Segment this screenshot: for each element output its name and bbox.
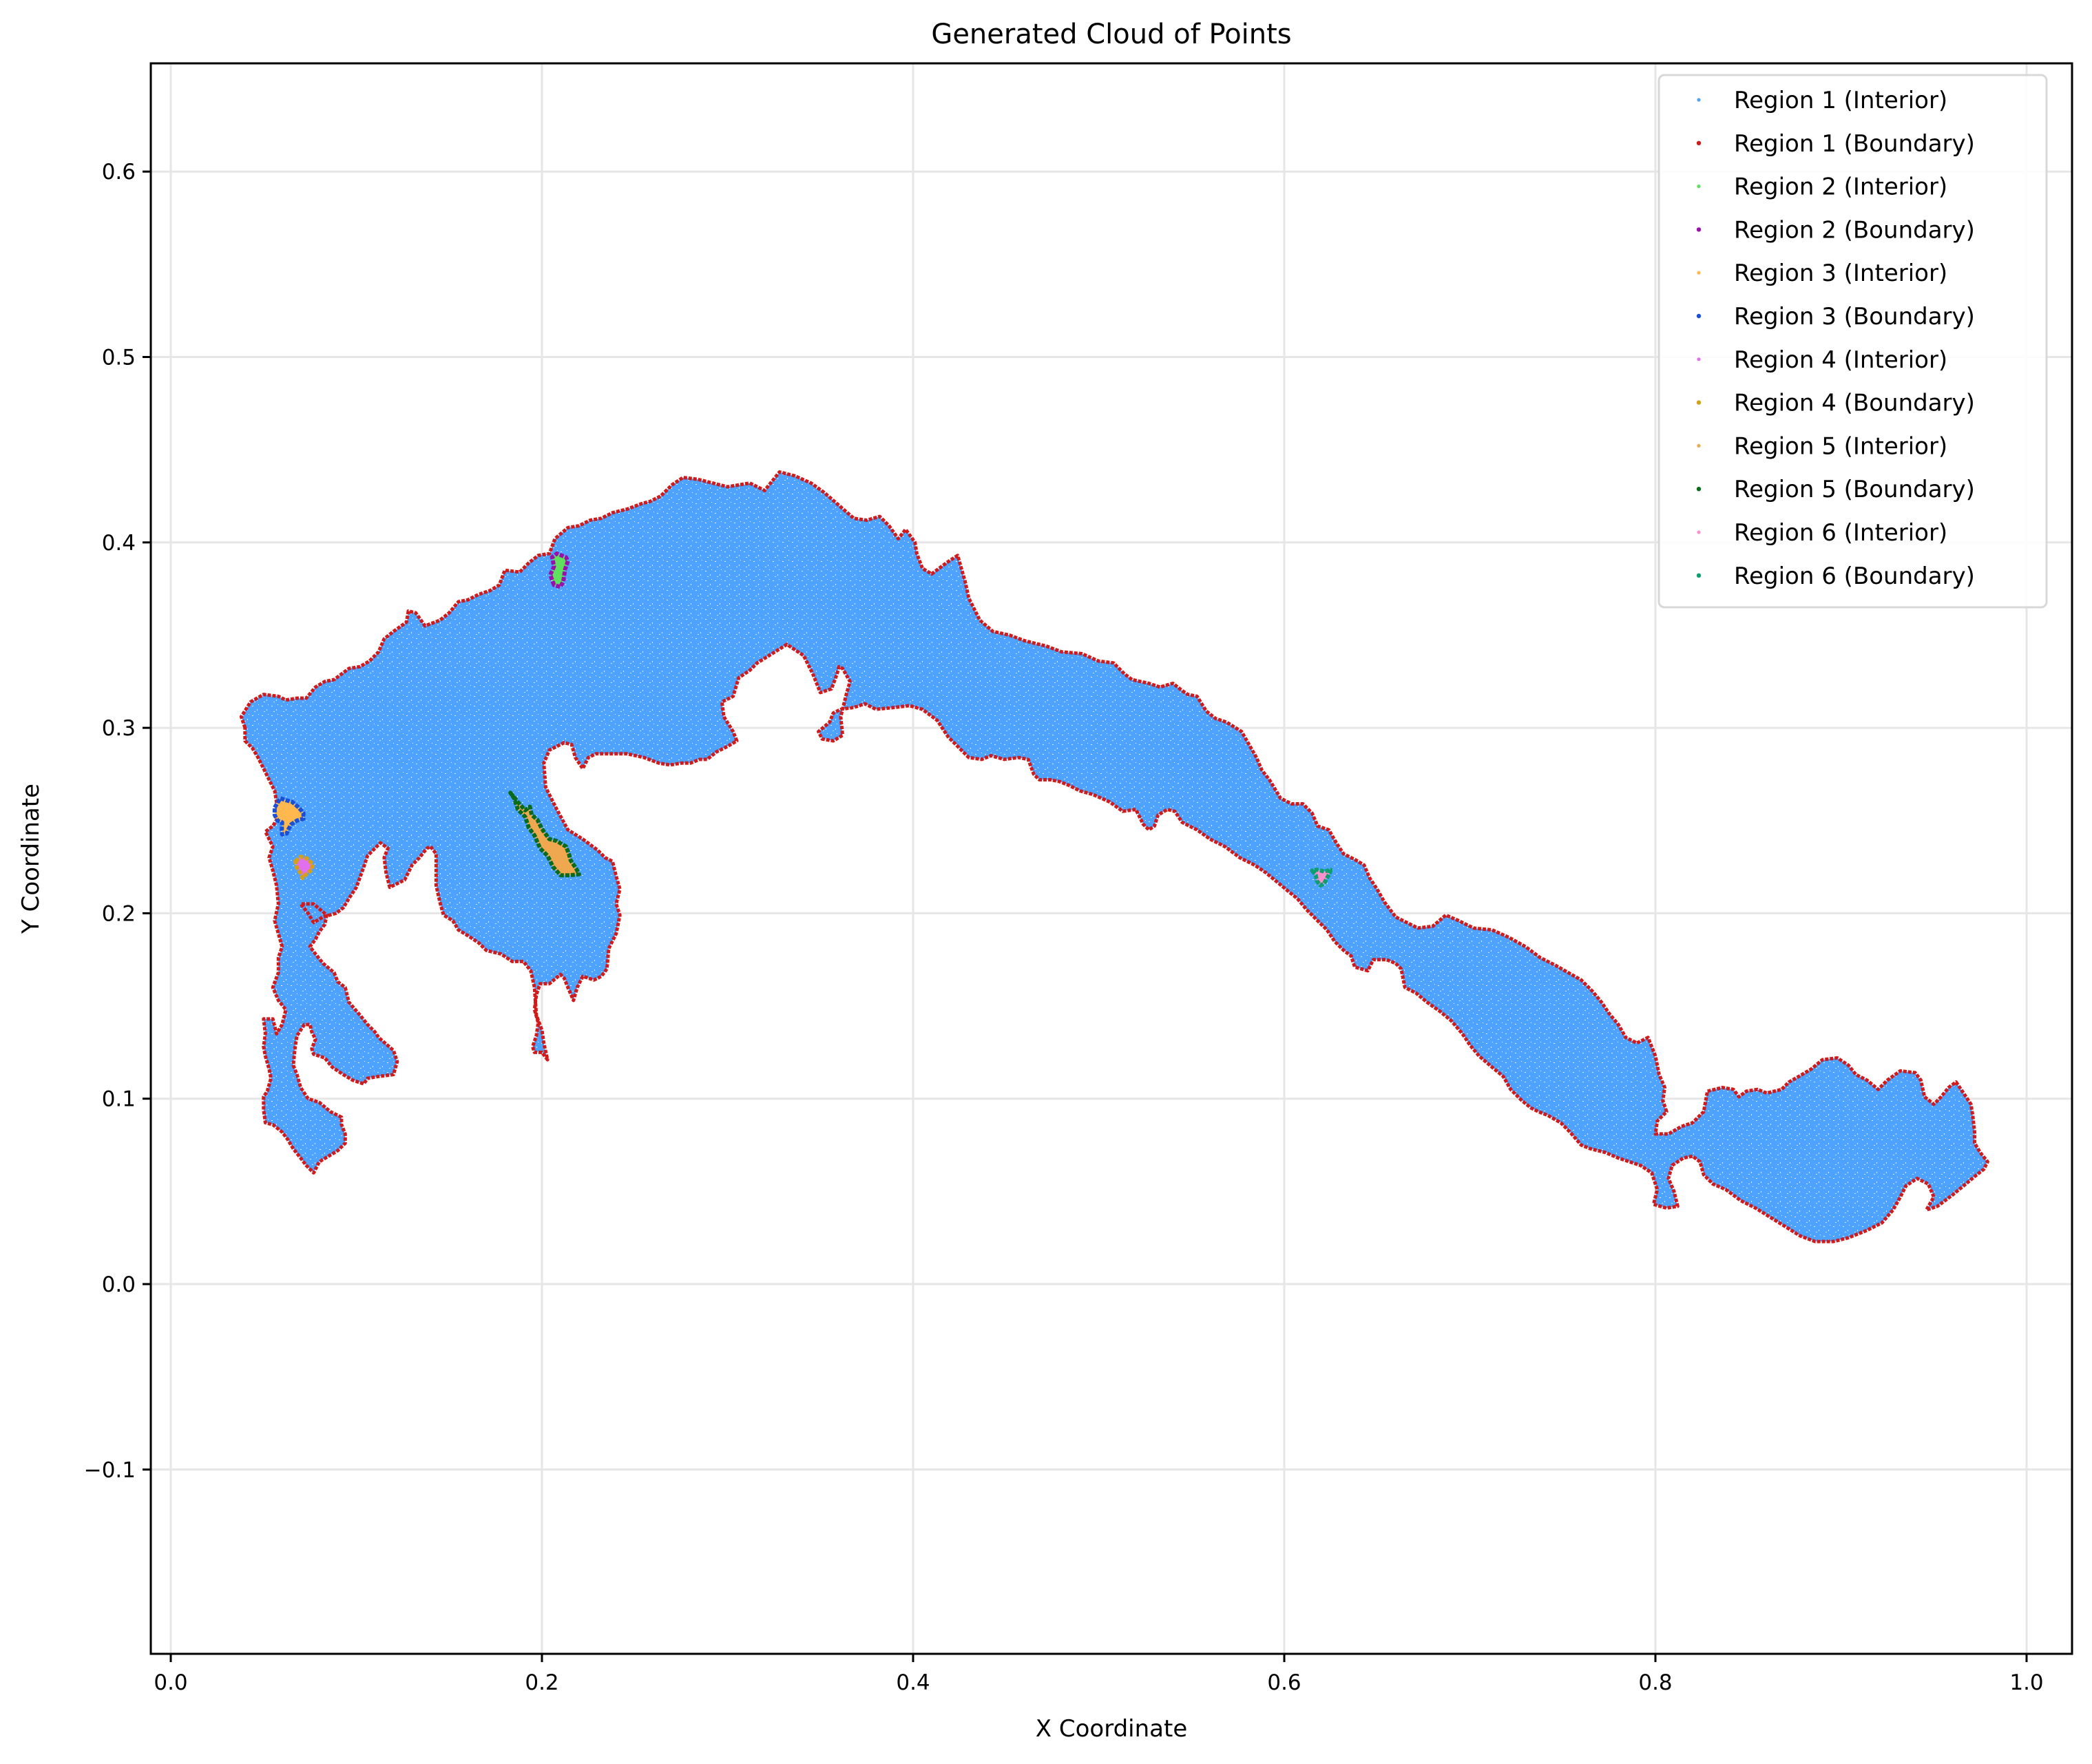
y-tick-label: 0.4 — [102, 531, 136, 556]
x-tick-label: 0.2 — [525, 1670, 558, 1695]
legend-label: Region 3 (Interior) — [1734, 260, 1947, 287]
region-3-boundary — [272, 796, 306, 837]
region-6-boundary — [1310, 868, 1333, 888]
point-cloud-regions — [239, 470, 1989, 1243]
legend-marker-icon — [1697, 271, 1701, 275]
y-tick-label: 0.5 — [102, 346, 136, 370]
legend-label: Region 4 (Interior) — [1734, 346, 1947, 374]
region-4-boundary — [293, 854, 315, 881]
legend-marker-icon — [1696, 140, 1702, 145]
legend-marker-icon — [1697, 530, 1701, 534]
y-tick-label: 0.6 — [102, 160, 136, 185]
y-axis-ticks: −0.1 0.0 0.1 0.2 0.3 0.4 0.5 0.6 — [84, 160, 151, 1482]
legend-marker-icon — [1697, 98, 1701, 102]
x-axis-ticks: 0.0 0.2 0.4 0.6 0.8 1.0 — [154, 1654, 2044, 1695]
legend: Region 1 (Interior) Region 1 (Boundary) Re… — [1657, 74, 2048, 609]
y-tick-label: −0.1 — [84, 1458, 136, 1482]
region-2-boundary — [548, 552, 570, 589]
axes-frame — [149, 62, 2073, 1655]
x-tick-label: 0.8 — [1638, 1670, 1672, 1695]
legend-label: Region 3 (Boundary) — [1734, 303, 1975, 330]
legend-marker-icon — [1696, 487, 1702, 492]
legend-label: Region 6 (Interior) — [1734, 519, 1947, 547]
chart-title: Generated Cloud of Points — [931, 19, 1291, 50]
legend-label: Region 2 (Boundary) — [1734, 216, 1975, 244]
legend-label: Region 4 (Boundary) — [1734, 390, 1975, 417]
x-axis-label: X Coordinate — [1036, 1715, 1188, 1743]
x-tick-label: 1.0 — [2009, 1670, 2043, 1695]
legend-marker-icon — [1697, 185, 1701, 189]
legend-label: Region 5 (Interior) — [1734, 432, 1947, 460]
x-tick-label: 0.4 — [896, 1670, 930, 1695]
y-axis-label: Y Coordinate — [17, 784, 45, 934]
legend-marker-icon — [1696, 573, 1702, 578]
y-tick-label: 0.0 — [102, 1272, 136, 1297]
legend-marker-icon — [1696, 400, 1702, 405]
legend-box — [1657, 74, 2048, 609]
legend-marker-icon — [1697, 443, 1701, 448]
region-6-interior — [1312, 870, 1331, 885]
legend-label: Region 5 (Boundary) — [1734, 476, 1975, 503]
legend-marker-icon — [1696, 313, 1702, 319]
region-5-boundary — [508, 790, 581, 878]
legend-marker-icon — [1696, 227, 1702, 232]
y-tick-label: 0.3 — [102, 716, 136, 741]
legend-label: Region 1 (Interior) — [1734, 87, 1947, 114]
region-1-boundary — [239, 470, 1989, 1243]
region-1-interior — [241, 472, 1988, 1242]
plot-area: 0.0 0.2 0.4 0.6 0.8 1.0 −0.10.00.10.20.30.40.… — [84, 62, 2073, 1695]
legend-label: Region 2 (Interior) — [1734, 174, 1947, 201]
y-tick-label: 0.1 — [102, 1087, 136, 1112]
legend-label: Region 1 (Boundary) — [1734, 130, 1975, 158]
x-tick-label: 0.6 — [1267, 1670, 1301, 1695]
x-tick-label: 0.0 — [154, 1670, 187, 1695]
legend-label: Region 6 (Boundary) — [1734, 563, 1975, 590]
y-tick-label: 0.2 — [102, 901, 136, 926]
legend-marker-icon — [1697, 357, 1701, 361]
